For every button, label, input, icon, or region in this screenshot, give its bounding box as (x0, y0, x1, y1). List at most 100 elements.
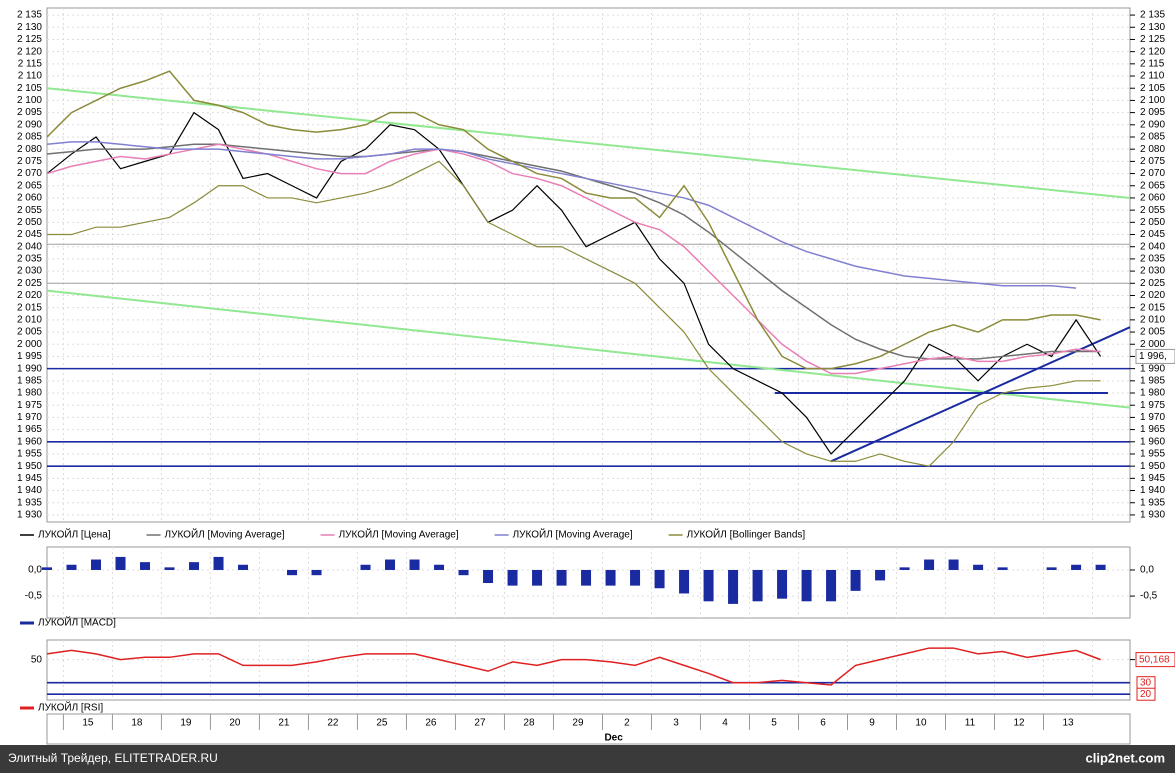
legend-label: ЛУКОЙЛ [Moving Average] (339, 528, 459, 541)
y-tick-label-right: 2 000 (1140, 339, 1165, 350)
y-tick-label-right: 2 030 (1140, 266, 1165, 277)
x-tick-label: 28 (523, 718, 535, 729)
macd-bar (1071, 564, 1082, 570)
y-tick-label-right: 2 055 (1140, 205, 1165, 216)
macd-bar (287, 569, 298, 576)
x-tick-label: 18 (131, 718, 143, 729)
y-tick-label: 2 070 (17, 168, 42, 179)
macd-bar (1095, 564, 1106, 570)
y-tick-label: 1 940 (17, 485, 42, 496)
macd-bar (801, 569, 812, 602)
y-tick-label: 2 105 (17, 83, 42, 94)
y-tick-label: 2 040 (17, 241, 42, 252)
macd-bar (532, 569, 543, 586)
y-tick-label: 2 065 (17, 180, 42, 191)
macd-bar (409, 559, 420, 570)
macd-bar (66, 564, 77, 570)
level-box (1136, 687, 1156, 701)
footer-right: clip2net.com (1086, 750, 1165, 765)
y-tick-label: 2 110 (18, 71, 43, 82)
y-tick-label: 1 930 (17, 510, 42, 521)
macd-bar (605, 569, 616, 586)
x-tick-label: 5 (771, 718, 777, 729)
y-tick-label: 2 020 (17, 290, 42, 301)
x-tick-label: 3 (673, 718, 679, 729)
y-tick-label-right: 2 115 (1140, 58, 1165, 69)
legend-label: ЛУКОЙЛ [Bollinger Bands] (687, 528, 806, 541)
last-box (1135, 348, 1175, 364)
macd-bar (458, 569, 469, 576)
y-tick-label-right: -0,5 (1140, 591, 1158, 602)
macd-bar (311, 569, 322, 576)
macd-bar (679, 569, 690, 594)
y-tick-label-right: 2 025 (1140, 278, 1165, 289)
footer-bar (0, 745, 1175, 773)
x-tick-label: 20 (229, 718, 241, 729)
y-tick-label-right: 2 080 (1140, 144, 1165, 155)
y-tick-label: 1 960 (17, 436, 42, 447)
y-tick-label-right: 2 045 (1140, 229, 1165, 240)
y-tick-label-right: 2 035 (1140, 254, 1165, 265)
x-tick-label: 10 (915, 718, 927, 729)
macd-bar (238, 564, 249, 570)
macd-bar (483, 569, 494, 584)
macd-bar (997, 567, 1008, 570)
y-tick-label: 2 015 (17, 302, 42, 313)
y-tick-label: 2 130 (17, 22, 42, 33)
macd-bar (581, 569, 592, 586)
macd-bar (728, 569, 739, 604)
last-label: 50,168 (1139, 654, 1170, 665)
y-tick-label: 50 (31, 654, 43, 665)
y-tick-label: 2 100 (17, 95, 42, 106)
macd-bar (973, 564, 984, 570)
macd-bar (91, 559, 102, 570)
y-tick-label: 2 125 (17, 34, 42, 45)
y-tick-label: 2 080 (17, 144, 42, 155)
y-tick-label-right: 2 105 (1140, 83, 1165, 94)
y-tick-label: 2 055 (17, 205, 42, 216)
series-line (46, 70, 1101, 370)
macd-bar (850, 569, 861, 591)
x-tick-label: 26 (425, 718, 437, 729)
y-tick-label-right: 2 110 (1140, 71, 1165, 82)
y-tick-label-right: 2 065 (1140, 180, 1165, 191)
x-tick-label: 29 (572, 718, 584, 729)
y-tick-label-right: 2 040 (1140, 241, 1165, 252)
x-tick-label: 4 (722, 718, 728, 729)
y-tick-label: 1 935 (17, 497, 42, 508)
y-tick-label: 1 965 (17, 424, 42, 435)
y-tick-label-right: 1 965 (1140, 424, 1165, 435)
y-tick-label: 2 095 (17, 107, 42, 118)
y-tick-label-right: 1 985 (1140, 375, 1165, 386)
x-tick-label: 9 (869, 718, 875, 729)
y-tick-label-right: 1 940 (1140, 485, 1165, 496)
x-tick-label: 12 (1013, 718, 1025, 729)
series-line (46, 143, 1101, 375)
macd-bar (752, 569, 763, 602)
trend-line (46, 289, 1131, 409)
y-tick-label: 2 005 (17, 327, 42, 338)
month-label: Dec (604, 733, 623, 744)
x-tick-label: 25 (376, 718, 388, 729)
y-tick-label: 2 035 (17, 254, 42, 265)
y-tick-label: 2 120 (17, 46, 42, 57)
y-tick-label: 1 945 (17, 473, 42, 484)
y-tick-label-right: 2 070 (1140, 168, 1165, 179)
y-tick-label-right: 1 955 (1140, 449, 1165, 460)
y-tick-label-right: 1 970 (1140, 412, 1165, 423)
y-tick-label-right: 2 120 (1140, 46, 1165, 57)
x-tick-label: 11 (965, 718, 976, 729)
y-tick-label: 2 060 (17, 193, 42, 204)
last-box (1135, 652, 1175, 668)
x-tick-label: 13 (1062, 718, 1074, 729)
legend-label: ЛУКОЙЛ [Moving Average] (513, 528, 633, 541)
x-tick-label: 21 (278, 718, 290, 729)
macd-bar (924, 559, 935, 570)
macd-bar (654, 569, 665, 589)
series-line (46, 141, 1077, 289)
macd-bar (385, 559, 396, 570)
y-tick-label-right: 1 990 (1140, 363, 1165, 374)
y-tick-label: 1 950 (17, 461, 42, 472)
footer-left: Элитный Трейдер, ELITETRADER.RU (8, 751, 218, 765)
